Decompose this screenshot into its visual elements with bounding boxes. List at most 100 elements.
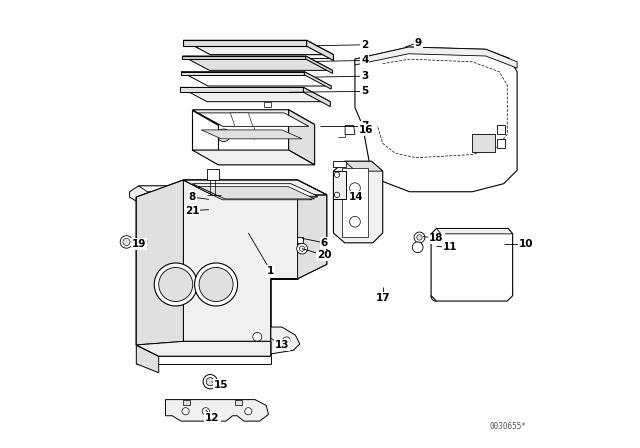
Polygon shape: [345, 125, 355, 134]
Polygon shape: [436, 228, 513, 234]
Polygon shape: [244, 327, 300, 354]
Circle shape: [195, 263, 237, 306]
Polygon shape: [184, 400, 190, 405]
Circle shape: [300, 246, 305, 251]
Polygon shape: [298, 180, 327, 279]
Polygon shape: [182, 56, 306, 59]
Circle shape: [349, 183, 360, 194]
Polygon shape: [497, 139, 504, 148]
Polygon shape: [345, 161, 383, 171]
Text: 17: 17: [376, 293, 390, 303]
Polygon shape: [497, 125, 504, 134]
Text: 16: 16: [359, 125, 373, 135]
Circle shape: [120, 236, 132, 248]
Circle shape: [203, 375, 218, 389]
Polygon shape: [207, 169, 220, 180]
Polygon shape: [136, 180, 184, 356]
Circle shape: [244, 408, 252, 415]
Circle shape: [414, 232, 425, 243]
Text: 7: 7: [361, 121, 369, 131]
Circle shape: [334, 172, 340, 177]
Polygon shape: [202, 130, 302, 139]
Text: 9: 9: [415, 38, 422, 47]
Polygon shape: [180, 87, 330, 102]
Text: 13: 13: [275, 340, 289, 350]
Circle shape: [199, 267, 233, 302]
Polygon shape: [235, 400, 242, 405]
Polygon shape: [136, 180, 184, 345]
Polygon shape: [333, 171, 346, 199]
Circle shape: [202, 408, 209, 415]
Text: 2: 2: [361, 40, 369, 50]
Text: 3: 3: [361, 71, 369, 81]
Text: 15: 15: [214, 380, 228, 390]
Polygon shape: [182, 56, 333, 70]
Circle shape: [253, 332, 262, 341]
Text: 21: 21: [185, 206, 200, 215]
Polygon shape: [165, 400, 269, 421]
Polygon shape: [264, 102, 271, 107]
Text: 0030655*: 0030655*: [489, 422, 526, 431]
Circle shape: [417, 235, 422, 240]
Circle shape: [154, 263, 197, 306]
Polygon shape: [136, 180, 327, 356]
Polygon shape: [184, 40, 307, 46]
Polygon shape: [303, 87, 330, 107]
Polygon shape: [197, 187, 312, 200]
Text: 4: 4: [361, 56, 369, 65]
Polygon shape: [184, 40, 333, 55]
Polygon shape: [355, 47, 517, 192]
Polygon shape: [355, 47, 517, 68]
Circle shape: [297, 243, 307, 254]
Polygon shape: [230, 113, 253, 126]
Polygon shape: [192, 150, 315, 165]
Polygon shape: [180, 87, 303, 92]
Circle shape: [159, 267, 193, 302]
Polygon shape: [289, 110, 315, 165]
Circle shape: [203, 129, 215, 142]
Circle shape: [182, 408, 189, 415]
Polygon shape: [136, 345, 159, 373]
Text: 14: 14: [349, 192, 363, 202]
Circle shape: [349, 216, 360, 227]
Polygon shape: [139, 186, 184, 192]
Circle shape: [334, 192, 340, 198]
Polygon shape: [136, 341, 271, 356]
Polygon shape: [307, 40, 333, 60]
Text: 20: 20: [317, 250, 332, 260]
Polygon shape: [472, 134, 495, 152]
Polygon shape: [198, 113, 309, 126]
Polygon shape: [342, 168, 369, 237]
Polygon shape: [431, 228, 513, 301]
Text: 18: 18: [429, 233, 444, 243]
Polygon shape: [305, 72, 332, 89]
Polygon shape: [130, 186, 184, 202]
Polygon shape: [297, 237, 303, 243]
Polygon shape: [136, 341, 271, 356]
Polygon shape: [306, 56, 333, 73]
Polygon shape: [192, 184, 317, 196]
Text: 19: 19: [131, 239, 146, 249]
Circle shape: [283, 337, 290, 344]
Polygon shape: [181, 72, 332, 86]
Polygon shape: [198, 186, 315, 199]
Text: 5: 5: [361, 86, 369, 96]
Circle shape: [123, 238, 130, 246]
Text: 8: 8: [189, 192, 196, 202]
Text: 12: 12: [205, 413, 220, 422]
Polygon shape: [192, 110, 218, 150]
Text: 6: 6: [321, 238, 328, 248]
Polygon shape: [192, 184, 317, 197]
Circle shape: [206, 378, 214, 386]
Polygon shape: [184, 180, 327, 195]
Text: 11: 11: [443, 242, 457, 252]
Polygon shape: [192, 110, 315, 125]
Text: 10: 10: [519, 239, 533, 249]
Polygon shape: [333, 161, 383, 243]
Text: 1: 1: [267, 266, 275, 276]
Circle shape: [412, 242, 423, 253]
Polygon shape: [181, 72, 305, 75]
Circle shape: [218, 129, 230, 142]
Polygon shape: [184, 180, 327, 195]
Polygon shape: [333, 161, 346, 167]
